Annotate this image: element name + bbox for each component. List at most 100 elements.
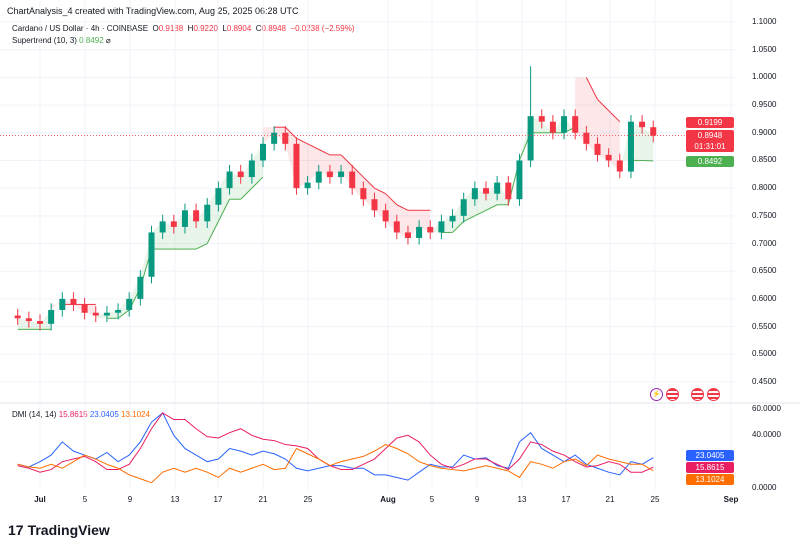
- candle-body: [215, 188, 222, 205]
- bar-countdown: 01:31:01: [694, 142, 726, 151]
- dmi-line-13.1024: [17, 443, 654, 484]
- supertrend-line: [318, 148, 331, 156]
- candle-body: [37, 321, 43, 324]
- supertrend-line: [374, 187, 386, 195]
- candle-body: [304, 182, 311, 189]
- dmi-y-tick-label: 0.0000: [752, 483, 777, 492]
- dmi-value-blue: 23.0405: [89, 410, 119, 419]
- supertrend-line: [452, 221, 465, 233]
- supertrend-line: [307, 143, 319, 150]
- us-flag-icon[interactable]: [707, 388, 720, 401]
- dmi-label-blue: 23.0405: [686, 450, 734, 461]
- event-icons[interactable]: ⚡: [650, 388, 720, 401]
- lightning-icon[interactable]: ⚡: [650, 388, 663, 401]
- candle-body: [449, 215, 456, 222]
- candle-body: [48, 309, 55, 324]
- high-label: H: [187, 24, 194, 33]
- supertrend-line: [351, 165, 364, 178]
- tradingview-logo-icon: 17: [8, 522, 24, 538]
- x-tick-label: 17: [561, 495, 571, 504]
- candle-body: [282, 132, 289, 144]
- candle-body: [204, 204, 211, 222]
- candle-body: [572, 116, 579, 133]
- candle-body: [14, 315, 21, 319]
- y-tick-label: 0.8000: [752, 183, 777, 193]
- x-tick-label: 25: [650, 495, 660, 504]
- candle-body: [416, 226, 423, 238]
- candle-body: [193, 210, 200, 222]
- candle-body: [505, 182, 512, 200]
- candle-body: [549, 121, 556, 133]
- y-tick-label: 1.1000: [752, 17, 777, 26]
- x-tick-label: 21: [258, 495, 268, 504]
- supertrend-fill: [407, 210, 420, 238]
- x-tick-label: 9: [127, 495, 133, 504]
- candle-body: [371, 199, 378, 211]
- candle-body: [349, 171, 356, 189]
- symbol-legend[interactable]: Cardano / US Dollar · 4h · COINBASE O0.9…: [12, 24, 354, 33]
- x-tick-label: 13: [170, 495, 180, 504]
- supertrend-line: [585, 77, 598, 100]
- y-tick-label: 0.4500: [752, 376, 777, 386]
- supertrend-line: [362, 176, 375, 189]
- x-tick-label: 17: [213, 495, 223, 504]
- eye-off-icon[interactable]: ⌀: [105, 36, 111, 45]
- candle-body: [639, 121, 646, 128]
- dmi-label-pink: 15.8615: [686, 462, 734, 473]
- supertrend-fill: [318, 149, 330, 178]
- y-tick-label: 0.9500: [752, 100, 777, 110]
- dmi-line-15.8615: [17, 412, 654, 473]
- price-label-high: 0.9199: [686, 117, 734, 128]
- supertrend-line: [217, 198, 230, 222]
- dmi-y-tick-label: 40.0000: [752, 430, 781, 440]
- last-price: 0.8948: [697, 131, 723, 140]
- open-value: 0.9188: [158, 24, 184, 33]
- candle-body: [293, 143, 300, 189]
- candle-body: [382, 210, 389, 222]
- candle-body: [326, 171, 333, 178]
- supertrend-value: 0.8492: [79, 36, 104, 45]
- candle-body: [650, 127, 657, 136]
- supertrend-line: [240, 187, 253, 200]
- dmi-line-23.0405: [17, 412, 654, 481]
- dmi-legend[interactable]: DMI (14, 14) 15.8615 23.0405 13.1024: [12, 410, 150, 419]
- us-flag-icon[interactable]: [691, 388, 704, 401]
- supertrend-name: Supertrend (10, 3): [12, 36, 77, 45]
- candle-body: [115, 309, 122, 313]
- x-tick-label: 13: [517, 495, 527, 504]
- supertrend-legend[interactable]: Supertrend (10, 3) 0.8492 ⌀: [12, 36, 111, 45]
- candle-body: [338, 171, 345, 178]
- supertrend-line: [340, 154, 353, 167]
- y-tick-label: 0.7000: [752, 238, 777, 248]
- dmi-y-tick-label: 60.0000: [752, 403, 781, 413]
- candle-body: [594, 143, 601, 155]
- candle-body: [148, 232, 155, 277]
- candle-body: [627, 121, 634, 172]
- candle-body: [126, 298, 133, 310]
- candle-body: [137, 276, 144, 299]
- y-tick-label: 0.6500: [752, 266, 777, 276]
- tradingview-logo: 17 TradingView: [8, 522, 110, 538]
- candle-body: [103, 312, 110, 316]
- x-tick-label: Sep: [723, 495, 739, 504]
- supertrend-line: [608, 110, 621, 123]
- low-value: 0.8904: [226, 24, 252, 33]
- supertrend-line: [597, 99, 610, 111]
- price-label-supertrend: 0.8492: [686, 156, 734, 167]
- price-label-last: 0.8948 01:31:01: [686, 130, 734, 152]
- candle-body: [248, 160, 255, 178]
- supertrend-line: [474, 209, 487, 217]
- low-label: L: [222, 24, 227, 33]
- candle-body: [260, 143, 266, 161]
- candle-body: [70, 298, 77, 305]
- supertrend-line: [385, 193, 398, 206]
- y-tick-label: 0.8500: [752, 155, 777, 165]
- y-tick-label: 1.0500: [752, 44, 777, 54]
- dmi-value-orange: 13.1024: [121, 410, 150, 419]
- us-flag-icon[interactable]: [666, 388, 679, 401]
- candle-body: [527, 116, 534, 161]
- candle-body: [538, 116, 545, 122]
- logo-text: TradingView: [27, 522, 110, 538]
